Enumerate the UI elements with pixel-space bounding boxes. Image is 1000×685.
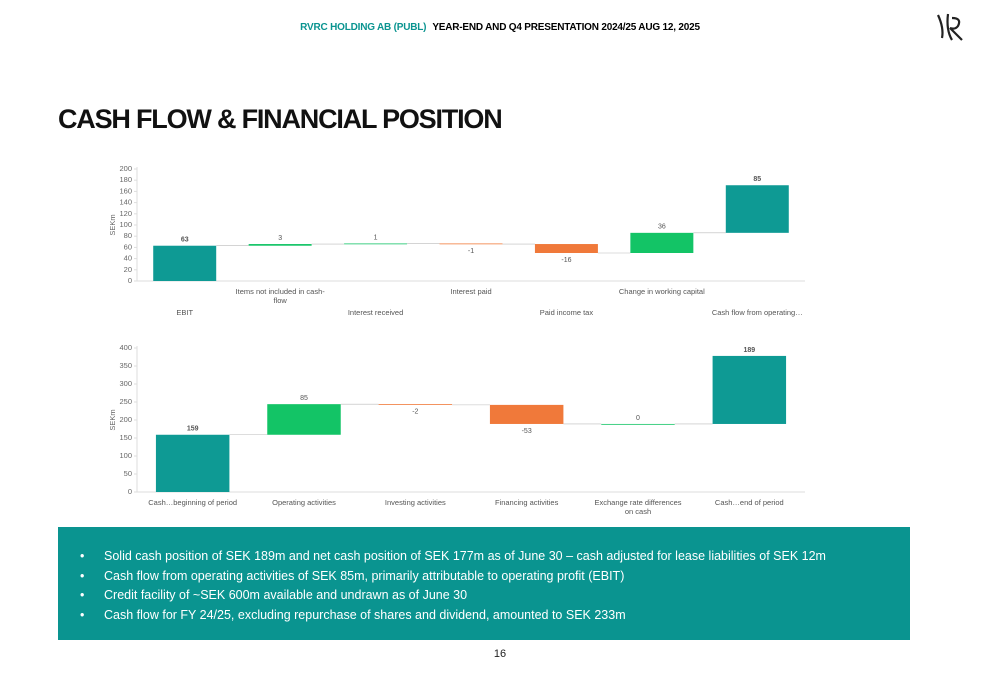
bar xyxy=(344,243,408,245)
summary-box: Solid cash position of SEK 189m and net … xyxy=(58,527,910,640)
y-tick-label: 140 xyxy=(119,198,132,207)
x-tick-label: Cash flow from operating… xyxy=(711,308,803,317)
data-label: 0 xyxy=(636,415,640,422)
bar xyxy=(489,404,564,424)
bar xyxy=(601,423,675,425)
y-tick-label: 0 xyxy=(128,487,132,496)
bullet-list: Solid cash position of SEK 189m and net … xyxy=(58,547,910,625)
y-tick-label: 100 xyxy=(119,220,132,229)
x-tick-label: Paid income tax xyxy=(539,308,594,317)
x-tick-label: Items not included in cash-flow xyxy=(235,287,325,305)
x-tick-label: Financing activities xyxy=(494,498,559,507)
x-tick-label: Interest received xyxy=(347,308,404,317)
data-label: 36 xyxy=(658,224,666,231)
bar xyxy=(725,185,789,233)
y-tick-label: 20 xyxy=(124,265,132,274)
data-label: -1 xyxy=(468,248,474,255)
bullet: Cash flow for FY 24/25, excluding repurc… xyxy=(80,606,910,626)
bar xyxy=(534,244,598,253)
data-label: 85 xyxy=(753,176,761,183)
x-tick-label: Cash…beginning of period xyxy=(148,498,238,507)
y-tick-label: 200 xyxy=(119,415,132,424)
data-label: 63 xyxy=(181,237,189,244)
bullet: Solid cash position of SEK 189m and net … xyxy=(80,547,910,567)
y-tick-label: 180 xyxy=(119,175,132,184)
y-tick-label: 50 xyxy=(124,469,132,478)
x-tick-label: Exchange rate differences on cash xyxy=(594,498,682,516)
bullet: Cash flow from operating activities of S… xyxy=(80,567,910,587)
bar xyxy=(153,245,217,281)
y-tick-label: 40 xyxy=(124,254,132,263)
data-label: -2 xyxy=(412,409,418,416)
company: RVRC HOLDING AB (PUBL) xyxy=(300,22,427,33)
bullet: Credit facility of ~SEK 600m available a… xyxy=(80,586,910,606)
x-tick-label: Interest paid xyxy=(450,287,492,296)
bar xyxy=(267,404,341,435)
x-tick-label: EBIT xyxy=(176,308,194,317)
y-tick-label: 120 xyxy=(119,209,132,218)
data-label: -53 xyxy=(522,428,532,435)
x-tick-label: Investing activities xyxy=(384,498,446,507)
x-tick-label: Cash…end of period xyxy=(714,498,784,507)
data-label: 159 xyxy=(187,426,199,433)
y-tick-label: 200 xyxy=(119,164,132,173)
logo xyxy=(937,13,963,41)
bar xyxy=(712,355,787,424)
bar xyxy=(439,243,503,245)
data-label: 189 xyxy=(743,347,755,354)
event: YEAR-END AND Q4 PRESENTATION 2024/25 AUG… xyxy=(432,22,700,33)
y-tick-label: 300 xyxy=(119,379,132,388)
y-tick-label: 100 xyxy=(119,451,132,460)
y-tick-label: 160 xyxy=(119,186,132,195)
x-tick-label: Change in working capital xyxy=(618,287,705,296)
y-axis-label: SEKm xyxy=(108,409,117,430)
data-label: -16 xyxy=(561,257,571,264)
data-label: 85 xyxy=(300,395,308,402)
header: RVRC HOLDING AB (PUBL) YEAR-END AND Q4 PR… xyxy=(0,22,1000,33)
y-tick-label: 400 xyxy=(119,343,132,352)
data-label: 3 xyxy=(278,235,282,242)
x-tick-label: Operating activities xyxy=(272,498,336,507)
bar xyxy=(630,232,694,253)
y-tick-label: 80 xyxy=(124,231,132,240)
bar xyxy=(248,244,312,246)
y-tick-label: 0 xyxy=(128,276,132,285)
slide-title: CASH FLOW & FINANCIAL POSITION xyxy=(58,104,503,134)
page-number: 16 xyxy=(493,648,507,660)
data-label: 1 xyxy=(374,234,378,241)
bar xyxy=(378,404,453,405)
bar xyxy=(155,434,230,492)
y-tick-label: 60 xyxy=(124,242,132,251)
y-tick-label: 350 xyxy=(119,361,132,370)
y-tick-label: 250 xyxy=(119,397,132,406)
y-axis-label: SEKm xyxy=(108,214,117,235)
y-tick-label: 150 xyxy=(119,433,132,442)
